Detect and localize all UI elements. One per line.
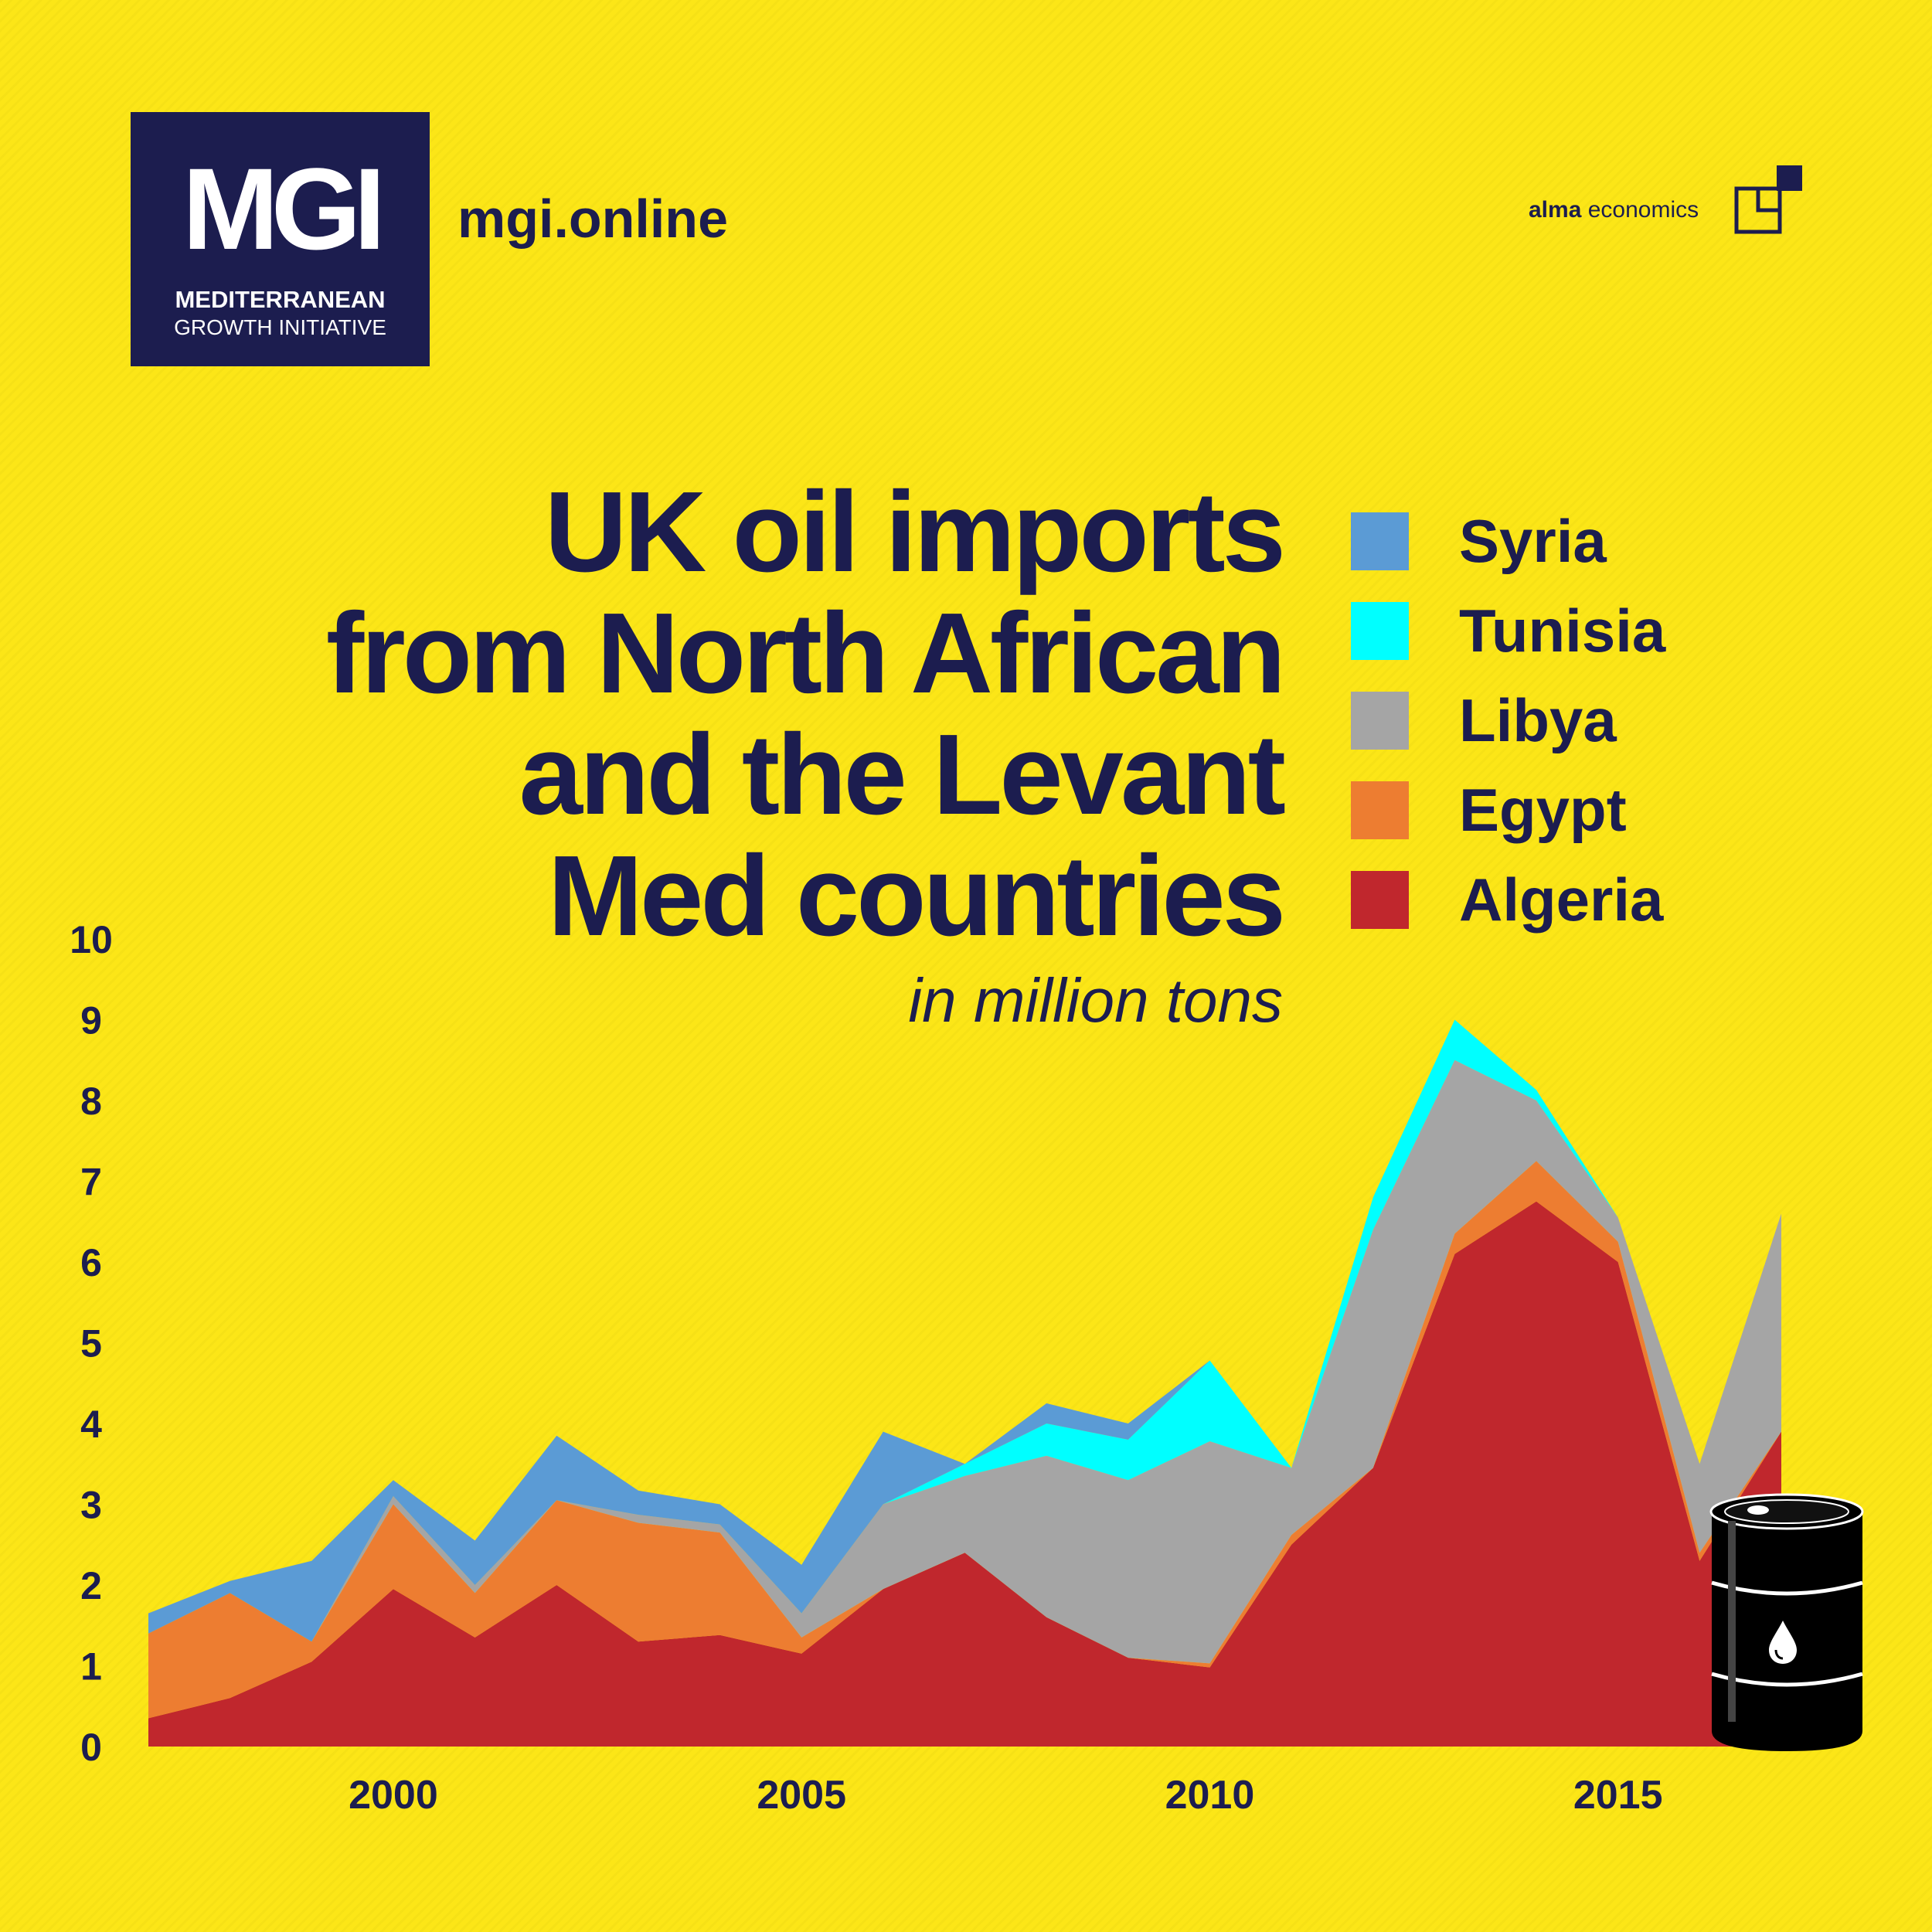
y-tick-label: 7 bbox=[80, 1161, 102, 1204]
x-tick-label: 2010 bbox=[1165, 1773, 1255, 1818]
site-link[interactable]: mgi.online bbox=[457, 189, 728, 249]
y-tick-label: 1 bbox=[80, 1645, 102, 1689]
logo-line2: GROWTH INITIATIVE bbox=[174, 315, 386, 339]
chart-title-line: Med countries bbox=[547, 832, 1286, 960]
chart-subtitle: in million tons bbox=[908, 966, 1283, 1035]
x-tick-label: 2000 bbox=[349, 1773, 438, 1818]
area-series-egypt bbox=[148, 1161, 1781, 1719]
y-tick-label: 0 bbox=[80, 1726, 102, 1769]
y-tick-label: 4 bbox=[80, 1403, 102, 1446]
y-tick-label: 6 bbox=[80, 1241, 102, 1284]
y-tick-label: 5 bbox=[80, 1322, 102, 1366]
partner-name-rest: economics bbox=[1581, 197, 1699, 223]
legend-label-tunisia: Tunisia bbox=[1459, 597, 1666, 665]
mgi-logo: MGI MEDITERRANEAN GROWTH INITIATIVE bbox=[131, 112, 430, 366]
y-tick-label: 3 bbox=[80, 1484, 102, 1527]
partner-logo: alma economics bbox=[1529, 196, 1699, 224]
y-tick-label: 9 bbox=[80, 999, 102, 1043]
legend-swatch-libya bbox=[1351, 692, 1409, 750]
area-series-syria bbox=[148, 1019, 1781, 1642]
area-series-algeria bbox=[148, 1201, 1781, 1747]
y-tick-label: 8 bbox=[80, 1080, 102, 1123]
square-stack-icon bbox=[1734, 165, 1802, 234]
chart-title-line: and the Levant bbox=[519, 711, 1286, 838]
logo-line1: MEDITERRANEAN bbox=[175, 286, 386, 313]
legend-label-syria: Syria bbox=[1459, 507, 1607, 575]
y-tick-label: 2 bbox=[80, 1564, 102, 1607]
legend-label-algeria: Algeria bbox=[1459, 866, 1664, 934]
x-tick-label: 2015 bbox=[1573, 1773, 1663, 1818]
oil-drop-icon bbox=[1769, 1621, 1797, 1664]
legend-swatch-egypt bbox=[1351, 781, 1409, 839]
y-tick-label: 10 bbox=[70, 918, 113, 961]
chart-title-line: UK oil imports bbox=[544, 468, 1286, 596]
x-tick-label: 2005 bbox=[757, 1773, 846, 1818]
partner-name-bold: alma bbox=[1529, 197, 1582, 223]
chart-title: UK oil imports from North African and th… bbox=[124, 468, 1286, 960]
chart-title-line: from North African bbox=[325, 590, 1286, 717]
legend-swatch-syria bbox=[1351, 512, 1409, 570]
area-series-libya bbox=[148, 1060, 1781, 1664]
legend-swatch-tunisia bbox=[1351, 602, 1409, 660]
legend-label-egypt: Egypt bbox=[1459, 776, 1627, 844]
legend-swatch-algeria bbox=[1351, 871, 1409, 929]
legend-label-libya: Libya bbox=[1459, 686, 1617, 754]
logo-mark: MGI bbox=[182, 144, 386, 274]
